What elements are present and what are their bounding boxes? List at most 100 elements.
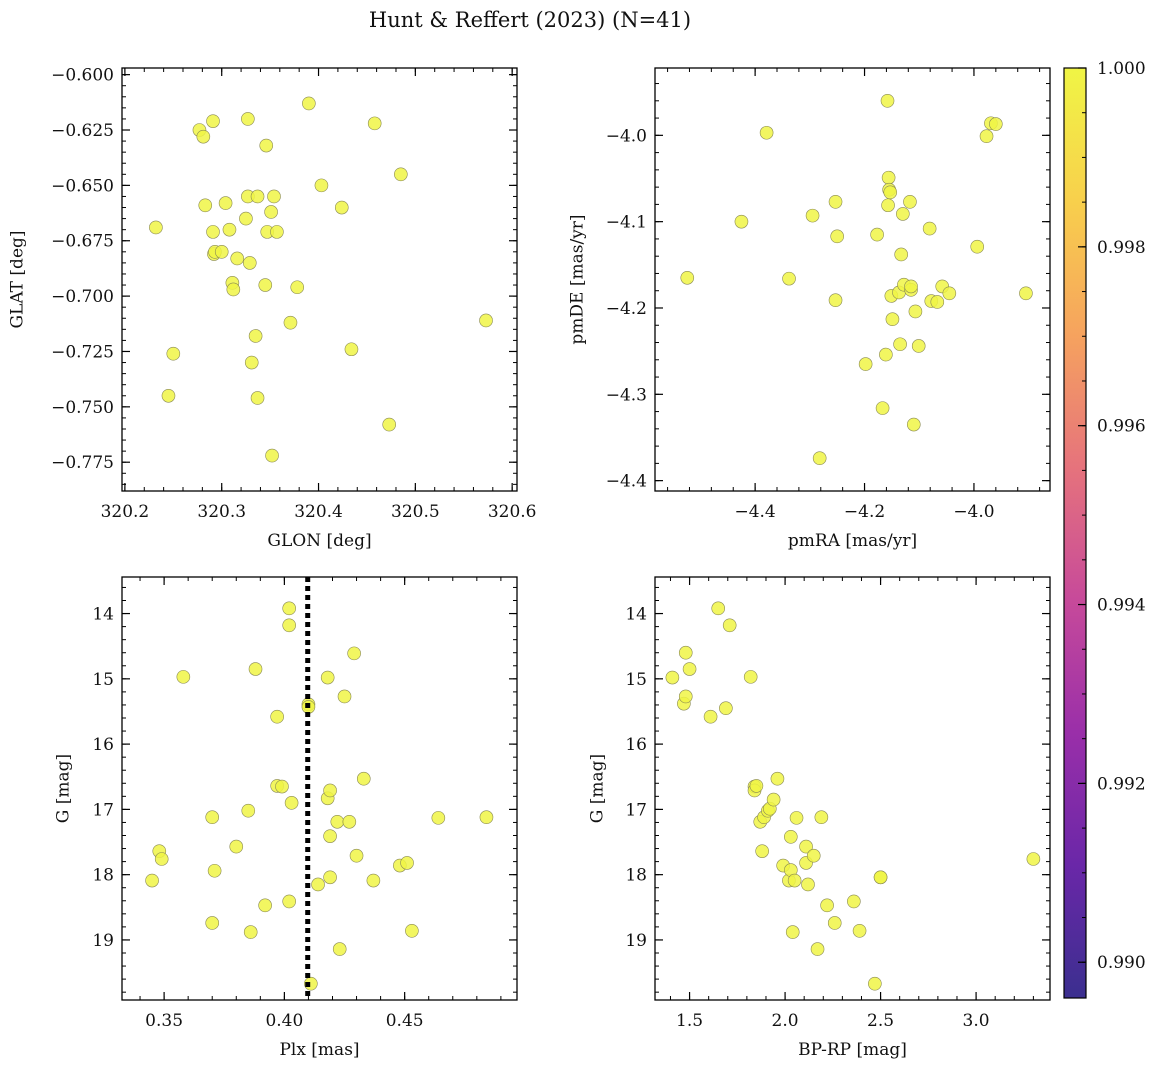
data-point xyxy=(989,117,1003,131)
data-point xyxy=(349,848,364,863)
data-point xyxy=(678,689,693,704)
data-point xyxy=(342,814,357,829)
data-point xyxy=(222,222,237,237)
data-point xyxy=(852,924,867,938)
colorbar-bar xyxy=(1063,67,1087,999)
data-point xyxy=(970,239,985,254)
data-point xyxy=(896,207,910,221)
data-point xyxy=(799,839,813,854)
data-point xyxy=(198,198,213,213)
colorbar: 0.990 0.992 0.994 0.996 0.998 1.000 xyxy=(1063,59,1146,999)
data-point xyxy=(479,313,493,328)
x-tick-label: 0.40 xyxy=(265,1011,303,1031)
y-tick-label: 16 xyxy=(92,735,114,755)
panel-pmra-pmde: −4.4 −4.2 −4.0 −4.0 −4.1 −4.2 −4.3 −4.4 pmRA [ma… xyxy=(568,67,1051,551)
data-point xyxy=(282,601,296,616)
y-tick-label: 18 xyxy=(92,866,114,886)
data-point xyxy=(242,256,257,270)
data-point xyxy=(161,388,176,403)
data-point xyxy=(787,873,802,888)
data-point xyxy=(1019,286,1033,301)
y-tick-label: −0.675 xyxy=(51,232,114,252)
x-axis-label: BP-RP [mag] xyxy=(798,1040,907,1060)
data-point xyxy=(930,295,945,309)
y-tick-label: −0.650 xyxy=(51,176,114,196)
data-point xyxy=(323,783,337,798)
data-point xyxy=(244,355,259,370)
data-point xyxy=(290,280,305,295)
data-point xyxy=(218,196,233,210)
data-point xyxy=(828,195,843,209)
y-tick-label: 17 xyxy=(625,800,647,820)
data-point xyxy=(911,339,926,353)
x-tick-label: 0.35 xyxy=(145,1011,183,1031)
data-point xyxy=(241,112,255,126)
data-point xyxy=(229,839,244,854)
data-point xyxy=(906,417,921,432)
data-point xyxy=(885,312,900,327)
x-tick-label: 2.0 xyxy=(772,1011,799,1031)
data-point xyxy=(431,811,446,825)
data-point xyxy=(366,873,381,888)
panel-bprp-g: 1.5 2.0 2.5 3.0 14 15 16 17 18 19 BP-RP [mag] G [ma… xyxy=(588,576,1051,1060)
data-point xyxy=(367,116,382,131)
data-point xyxy=(207,863,222,878)
data-point xyxy=(282,618,296,633)
y-tick-label: −0.700 xyxy=(51,287,114,307)
y-tick-label: 15 xyxy=(625,670,647,690)
data-point xyxy=(847,894,861,909)
y-tick-label: −4.1 xyxy=(606,213,647,233)
data-point xyxy=(206,225,220,239)
data-point xyxy=(250,189,265,204)
data-point xyxy=(334,200,349,215)
data-point xyxy=(879,347,893,362)
data-point xyxy=(820,898,834,913)
colorbar-tick-label: 0.990 xyxy=(1097,953,1146,973)
data-point xyxy=(789,811,804,825)
data-point xyxy=(332,942,347,956)
y-tick-label: 14 xyxy=(625,605,647,625)
data-point xyxy=(241,803,256,818)
data-point xyxy=(680,270,695,285)
data-point xyxy=(722,618,737,633)
data-point xyxy=(347,646,361,661)
x-axis-label: pmRA [mas/yr] xyxy=(788,531,917,551)
y-tick-label: −4.4 xyxy=(606,472,647,492)
data-point xyxy=(337,689,352,704)
plot-frame xyxy=(121,576,518,1001)
data-point xyxy=(284,796,299,810)
y-tick-label: −0.750 xyxy=(51,398,114,418)
x-tick-label: 0.45 xyxy=(386,1011,424,1031)
y-tick-label: 19 xyxy=(92,931,114,951)
data-point xyxy=(881,198,895,213)
data-point xyxy=(904,279,918,294)
data-point xyxy=(766,792,781,807)
data-point xyxy=(785,925,800,939)
data-point xyxy=(400,856,414,870)
colorbar-tick-label: 0.994 xyxy=(1097,596,1146,616)
data-point xyxy=(828,293,843,308)
data-point xyxy=(868,976,882,991)
colorbar-tick-label: 1.000 xyxy=(1097,59,1146,79)
data-point xyxy=(302,96,316,111)
data-point xyxy=(250,391,265,405)
x-tick-label: −4.2 xyxy=(844,502,885,522)
data-point xyxy=(149,220,163,235)
data-point xyxy=(922,221,937,236)
data-point xyxy=(166,346,181,361)
data-point xyxy=(881,170,896,185)
x-tick-label: 320.5 xyxy=(391,502,440,522)
y-tick-label: −4.0 xyxy=(606,126,647,146)
y-tick-label: −0.625 xyxy=(51,121,114,141)
x-tick-label: −4.0 xyxy=(953,502,994,522)
data-point xyxy=(801,877,815,892)
y-tick-label: −0.600 xyxy=(51,66,114,86)
data-point xyxy=(942,286,957,301)
data-point xyxy=(678,645,693,660)
y-tick-label: 17 xyxy=(92,800,114,820)
colorbar-tick-label: 0.996 xyxy=(1097,417,1146,437)
figure-title: Hunt & Reffert (2023) (N=41) xyxy=(369,8,691,32)
data-point xyxy=(258,898,272,913)
data-point xyxy=(248,329,263,343)
y-tick-label: 15 xyxy=(92,670,114,690)
